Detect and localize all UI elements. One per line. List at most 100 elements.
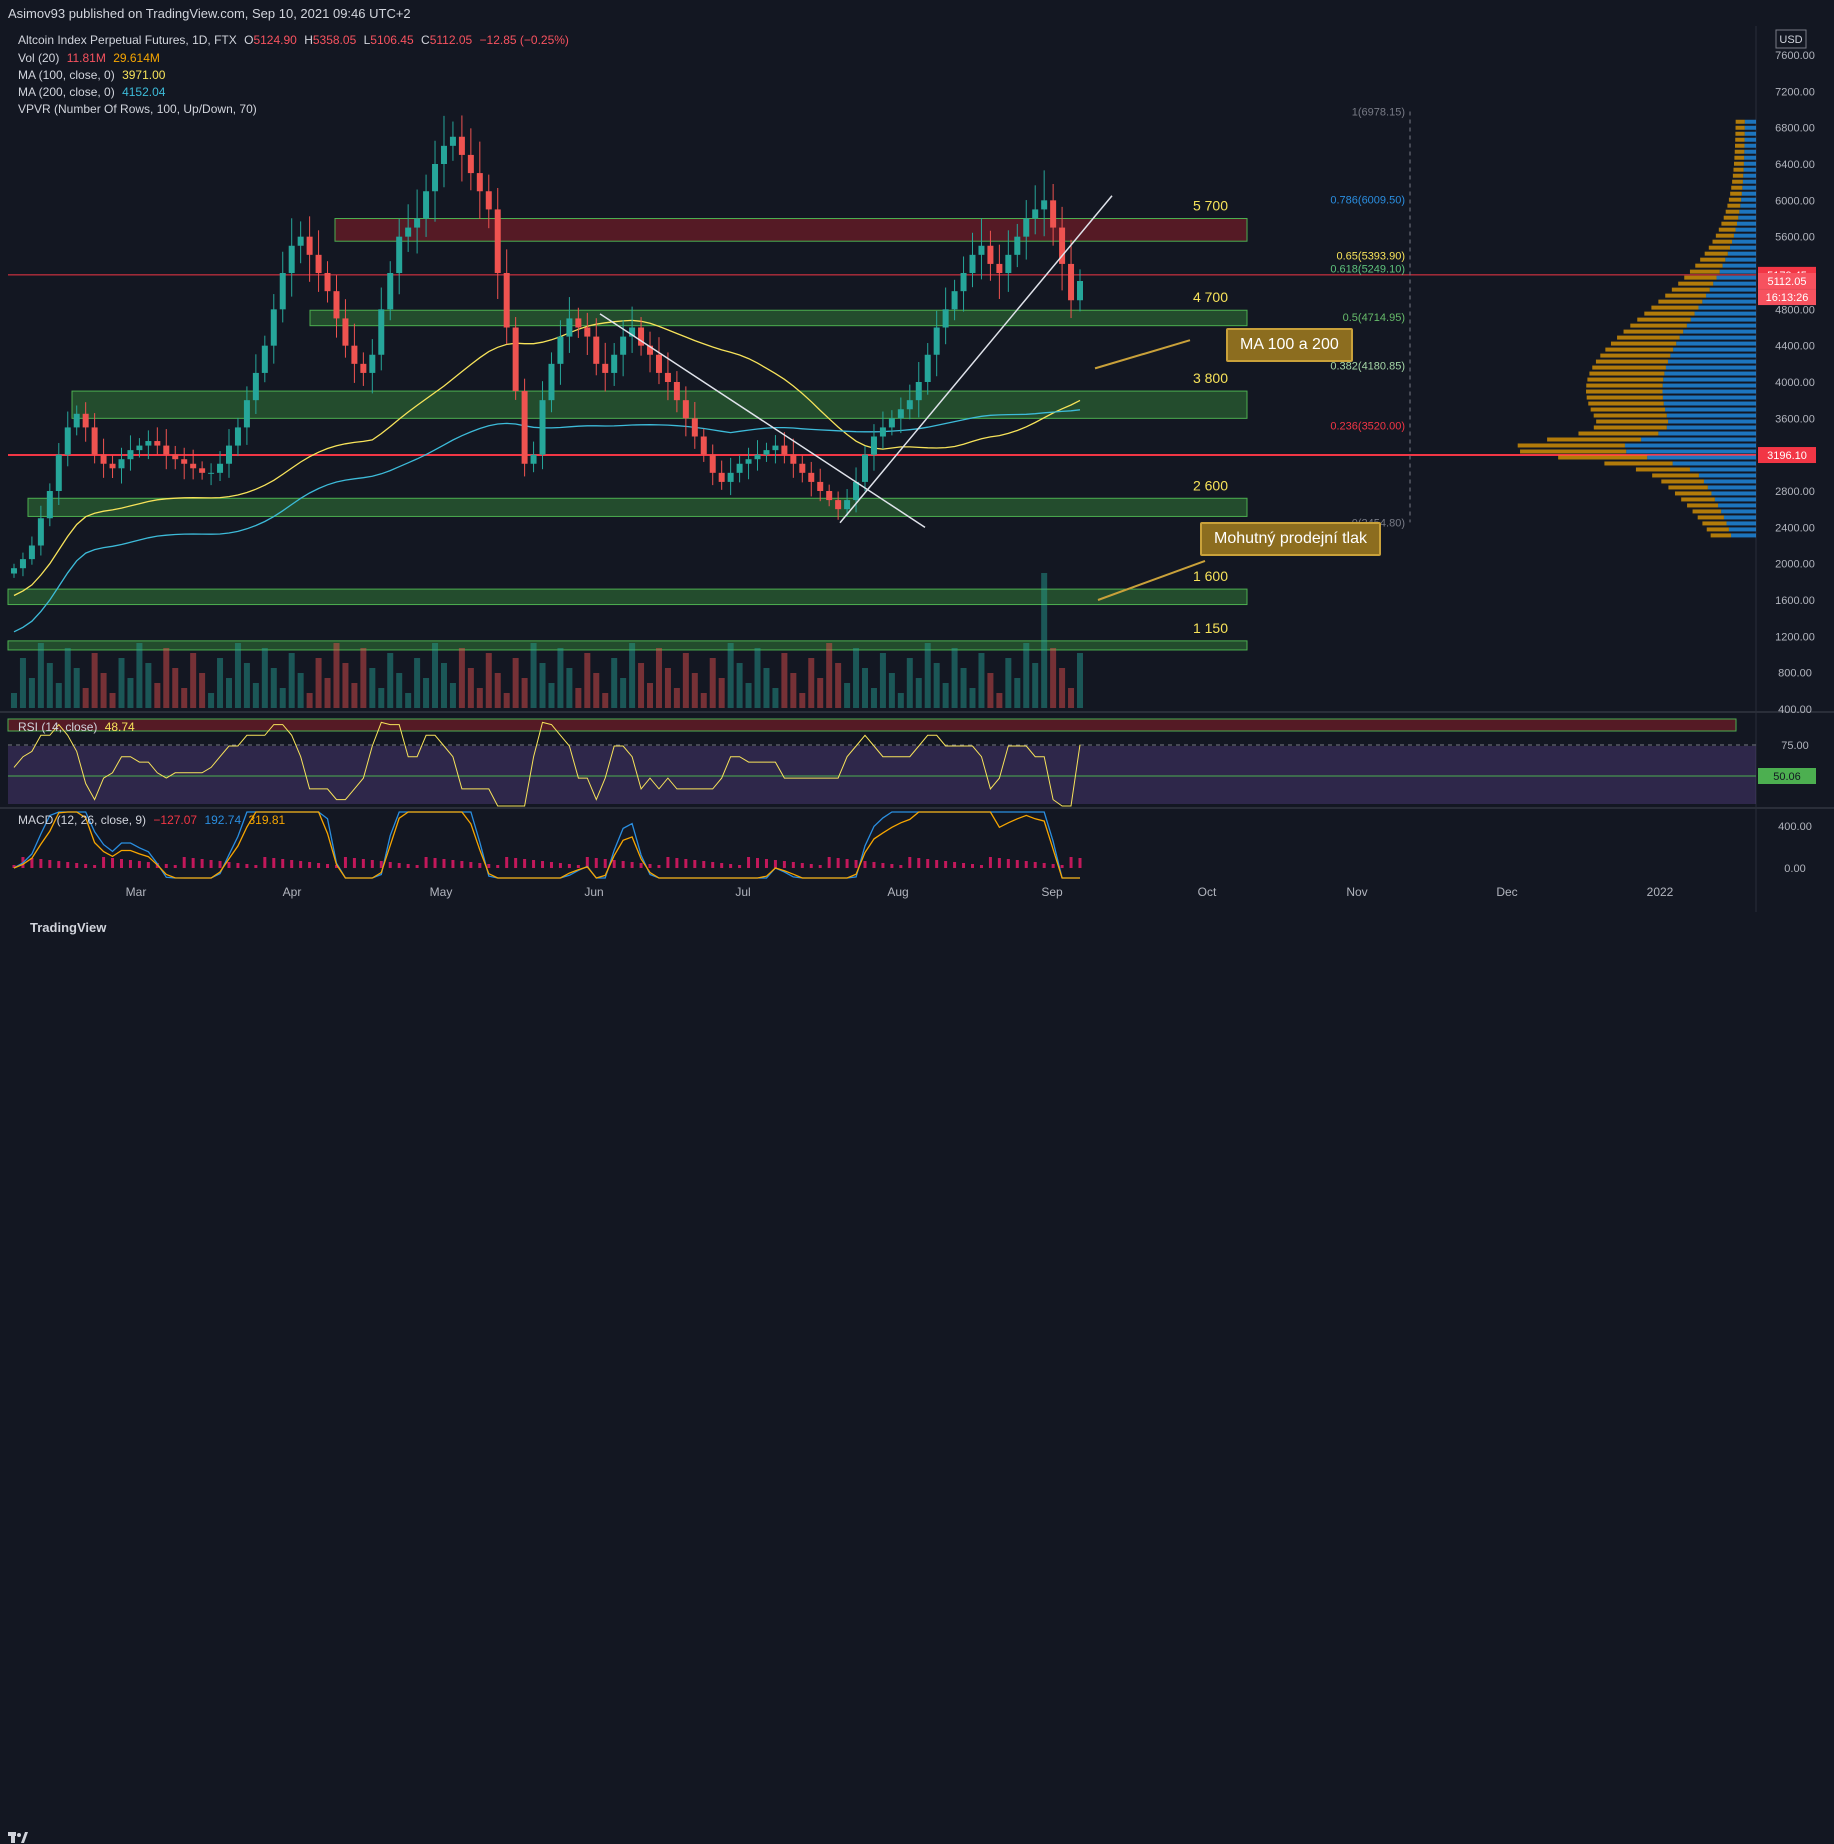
- candle-body-24: [225, 445, 232, 464]
- volume-bar-80: [727, 643, 734, 708]
- candle-body-53: [485, 191, 492, 210]
- uptrend-line: [839, 195, 1113, 524]
- macd-hist-27: [254, 865, 258, 868]
- vpvr-down-29: [1595, 359, 1668, 364]
- vpvr-down-53: [1723, 215, 1739, 220]
- volume-bar-54: [494, 673, 501, 708]
- vpvr-down-33: [1617, 335, 1680, 340]
- macd-hist-74: [675, 858, 679, 868]
- candle-body-27: [252, 372, 259, 401]
- candle-body-86: [781, 445, 788, 455]
- candle-body-118: [1068, 263, 1075, 301]
- volume-bar-93: [844, 683, 851, 708]
- macd-hist-15: [146, 862, 150, 868]
- legend-open: 5124.90: [253, 33, 297, 47]
- candle-body-66: [602, 363, 609, 373]
- candle-body-13: [127, 450, 134, 460]
- vpvr-up-3: [1723, 515, 1756, 520]
- macd-hist-105: [953, 862, 957, 868]
- candle-body-99: [897, 409, 904, 419]
- macd-hist-49: [451, 860, 455, 868]
- vpvr-down-21: [1590, 407, 1666, 412]
- vpvr-up-37: [1694, 311, 1756, 316]
- candle-body-9: [91, 427, 98, 455]
- macd-hist-48: [442, 859, 446, 868]
- vpvr-down-43: [1684, 275, 1717, 280]
- volume-bar-47: [432, 643, 439, 708]
- macd-hist-26: [245, 864, 249, 868]
- vpvr-up-49: [1732, 239, 1756, 244]
- legend-c-label: C: [421, 33, 430, 47]
- volume-bar-39: [360, 648, 367, 708]
- macd-hist-83: [756, 858, 760, 868]
- vpvr-down-32: [1610, 341, 1677, 346]
- y-tick-label-10: 4400.00: [1775, 341, 1815, 353]
- zone-5: [7, 640, 1248, 651]
- candle-body-44: [405, 227, 412, 237]
- macd-hist-9: [93, 865, 97, 868]
- vpvr-up-1: [1728, 527, 1756, 532]
- candle-body-8: [82, 413, 89, 428]
- candle-body-14: [136, 445, 143, 451]
- volume-bar-2: [28, 678, 35, 708]
- macd-hist-78: [711, 862, 715, 868]
- volume-bar-76: [691, 673, 698, 708]
- vpvr-down-46: [1700, 257, 1726, 262]
- macd-hist-109: [988, 857, 992, 868]
- volume-bar-118: [1068, 688, 1075, 708]
- volume-bar-11: [109, 693, 116, 708]
- volume-bar-49: [449, 683, 456, 708]
- x-tick-label-2: May: [430, 885, 453, 899]
- legend-macd-1: −127.07: [153, 813, 198, 827]
- volume-bar-44: [405, 693, 412, 708]
- macd-hist-81: [738, 865, 742, 868]
- candle-body-70: [638, 327, 645, 346]
- macd-hist-117: [1060, 865, 1064, 868]
- vpvr-up-14: [1626, 449, 1756, 454]
- volume-bar-51: [467, 668, 474, 708]
- volume-bar-111: [1005, 658, 1012, 708]
- volume-bar-97: [879, 653, 886, 708]
- y-tick-label-2: 1200.00: [1775, 631, 1815, 643]
- macd-hist-107: [971, 864, 975, 868]
- candle-body-28: [261, 345, 268, 373]
- volume-bar-12: [118, 658, 125, 708]
- chart-background: [0, 26, 1834, 912]
- zone-1: [309, 309, 1248, 327]
- vpvr-down-40: [1665, 293, 1707, 298]
- macd-hist-33: [308, 862, 312, 868]
- candle-body-65: [593, 336, 600, 364]
- downtrend-line: [599, 313, 926, 528]
- volume-bar-82: [745, 683, 752, 708]
- candle-body-37: [342, 318, 349, 346]
- macd-hist-61: [558, 863, 562, 868]
- volume-bar-78: [709, 658, 716, 708]
- vpvr-up-10: [1698, 473, 1756, 478]
- vpvr-up-20: [1666, 413, 1756, 418]
- candle-body-11: [109, 463, 116, 469]
- candle-body-67: [611, 354, 618, 373]
- volume-bar-27: [252, 683, 259, 708]
- macd-hist-108: [979, 865, 983, 868]
- legend-vol-label: Vol (20): [18, 51, 60, 65]
- fib-label-1: 0.786(6009.50): [1330, 194, 1405, 206]
- candle-body-6: [64, 427, 71, 455]
- vpvr-up-12: [1672, 461, 1756, 466]
- vpvr-down-18: [1593, 425, 1667, 430]
- macd-hist-45: [415, 865, 419, 868]
- vpvr-down-9: [1661, 479, 1704, 484]
- candle-body-105: [951, 291, 958, 310]
- vpvr-down-31: [1605, 347, 1674, 352]
- chart-canvas[interactable]: 5 700 4 700 3 800 2 600 1 600 1 150 1(6978.15…: [0, 26, 1834, 912]
- vpvr-up-40: [1706, 293, 1756, 298]
- volume-bar-38: [351, 683, 358, 708]
- macd-hist-50: [460, 861, 464, 868]
- volume-bar-9: [91, 653, 98, 708]
- macd-hist-92: [836, 858, 840, 868]
- macd-hist-36: [334, 865, 338, 868]
- candle-body-16: [154, 441, 161, 446]
- vpvr-up-9: [1703, 479, 1756, 484]
- volume-bar-30: [279, 688, 286, 708]
- vpvr-down-69: [1735, 119, 1745, 124]
- vpvr-down-2: [1702, 521, 1727, 526]
